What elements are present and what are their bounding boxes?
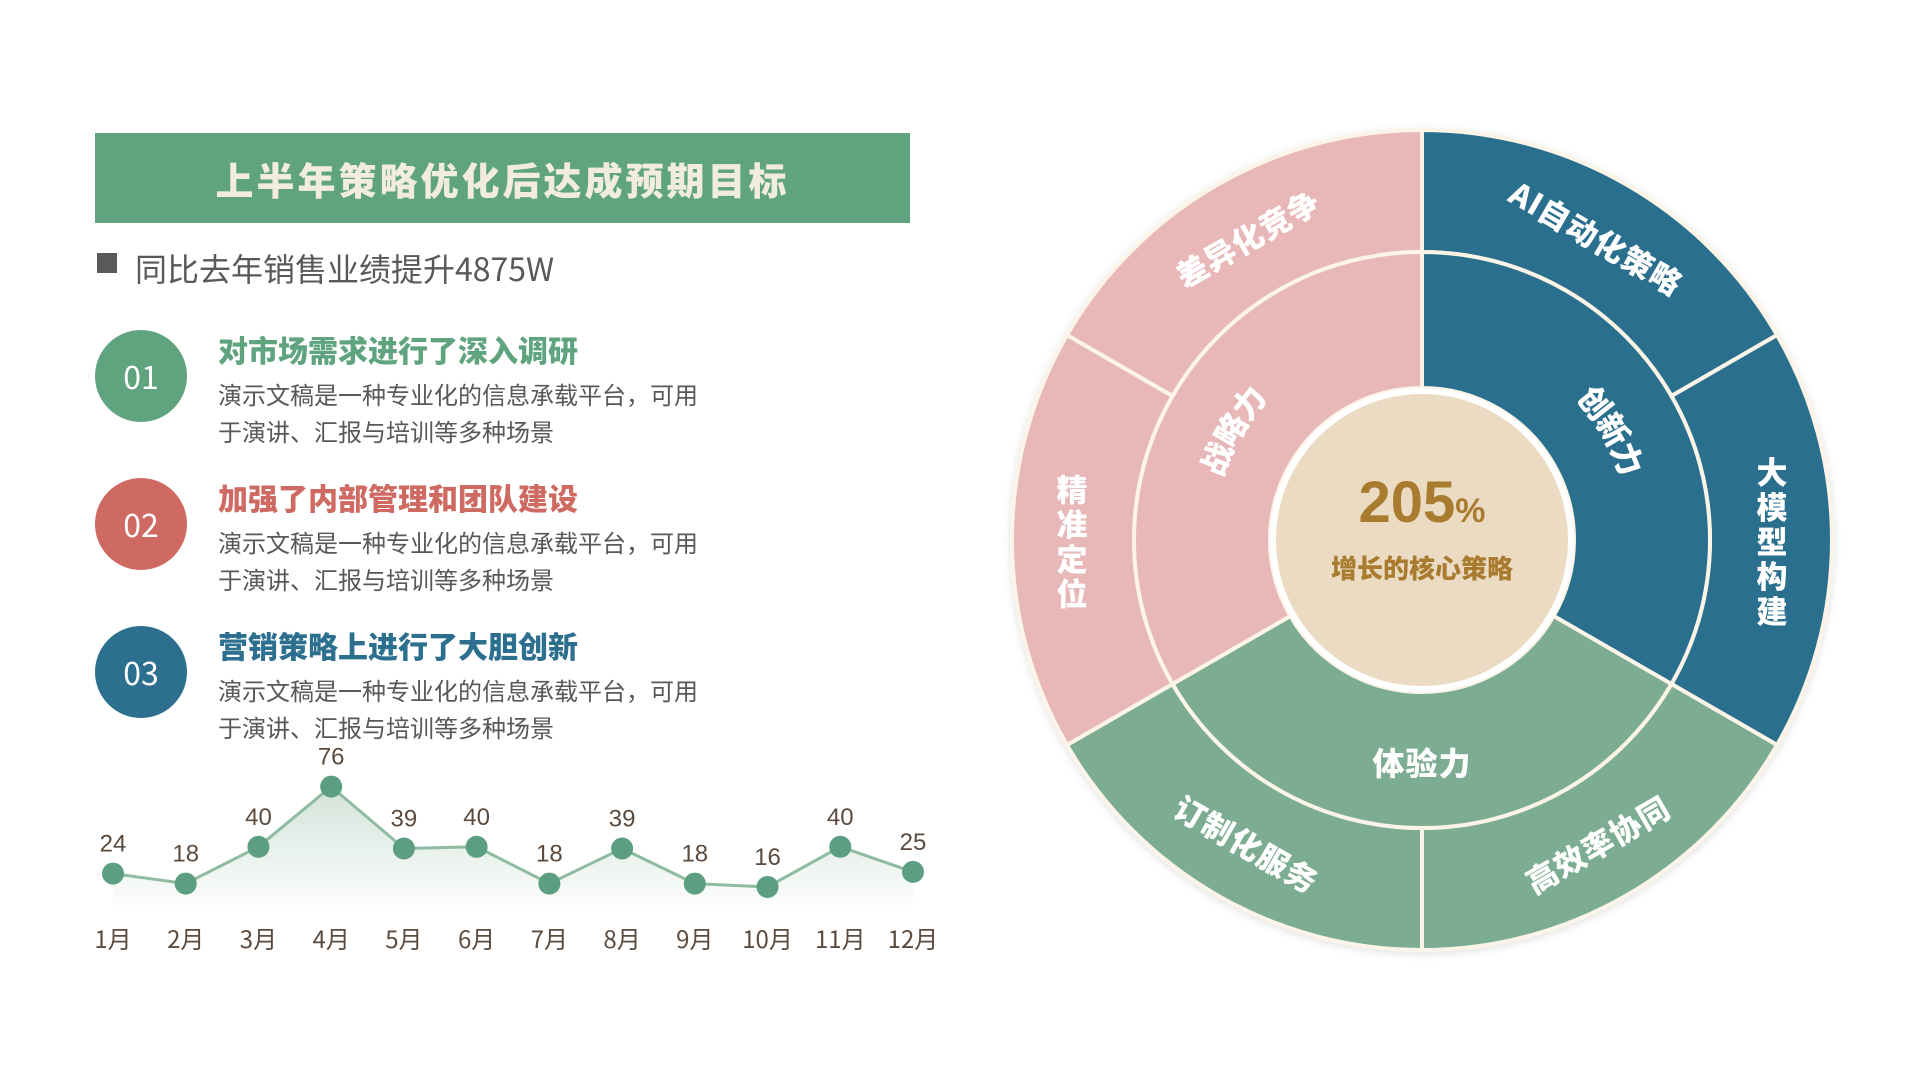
svg-text:建: 建 <box>1757 587 1788 632</box>
svg-text:体验力: 体验力 <box>1372 739 1471 785</box>
svg-text:增长的核心策略: 增长的核心策略 <box>1331 549 1513 586</box>
svg-text:位: 位 <box>1057 570 1088 615</box>
